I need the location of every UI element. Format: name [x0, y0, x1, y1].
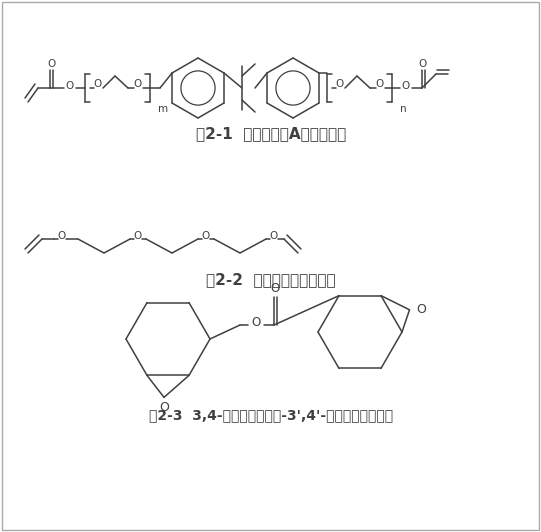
Text: 图2-3  3,4-环氧环己基甲基-3',4'-环氧环己基甲酸酯: 图2-3 3,4-环氧环己基甲基-3',4'-环氧环己基甲酸酯 [149, 408, 393, 422]
Text: m: m [158, 104, 168, 114]
Text: O: O [419, 59, 427, 69]
Text: O: O [270, 231, 278, 241]
Text: O: O [159, 401, 169, 414]
Text: O: O [417, 303, 426, 317]
Text: O: O [58, 231, 66, 241]
Text: O: O [134, 79, 142, 89]
Text: O: O [376, 79, 384, 89]
Text: O: O [66, 81, 74, 91]
Text: n: n [400, 104, 407, 114]
Text: 图2-2  三乙二醇二乙烯基醚: 图2-2 三乙二醇二乙烯基醚 [206, 272, 336, 287]
Text: O: O [402, 81, 410, 91]
Text: O: O [270, 282, 280, 295]
Text: O: O [336, 79, 344, 89]
Text: O: O [202, 231, 210, 241]
Text: O: O [47, 59, 55, 69]
Text: O: O [134, 231, 142, 241]
Text: O: O [94, 79, 102, 89]
Text: O: O [252, 317, 261, 329]
Text: 图2-1  乙氧化双酚A二丙烯酸酯: 图2-1 乙氧化双酚A二丙烯酸酯 [196, 127, 346, 142]
